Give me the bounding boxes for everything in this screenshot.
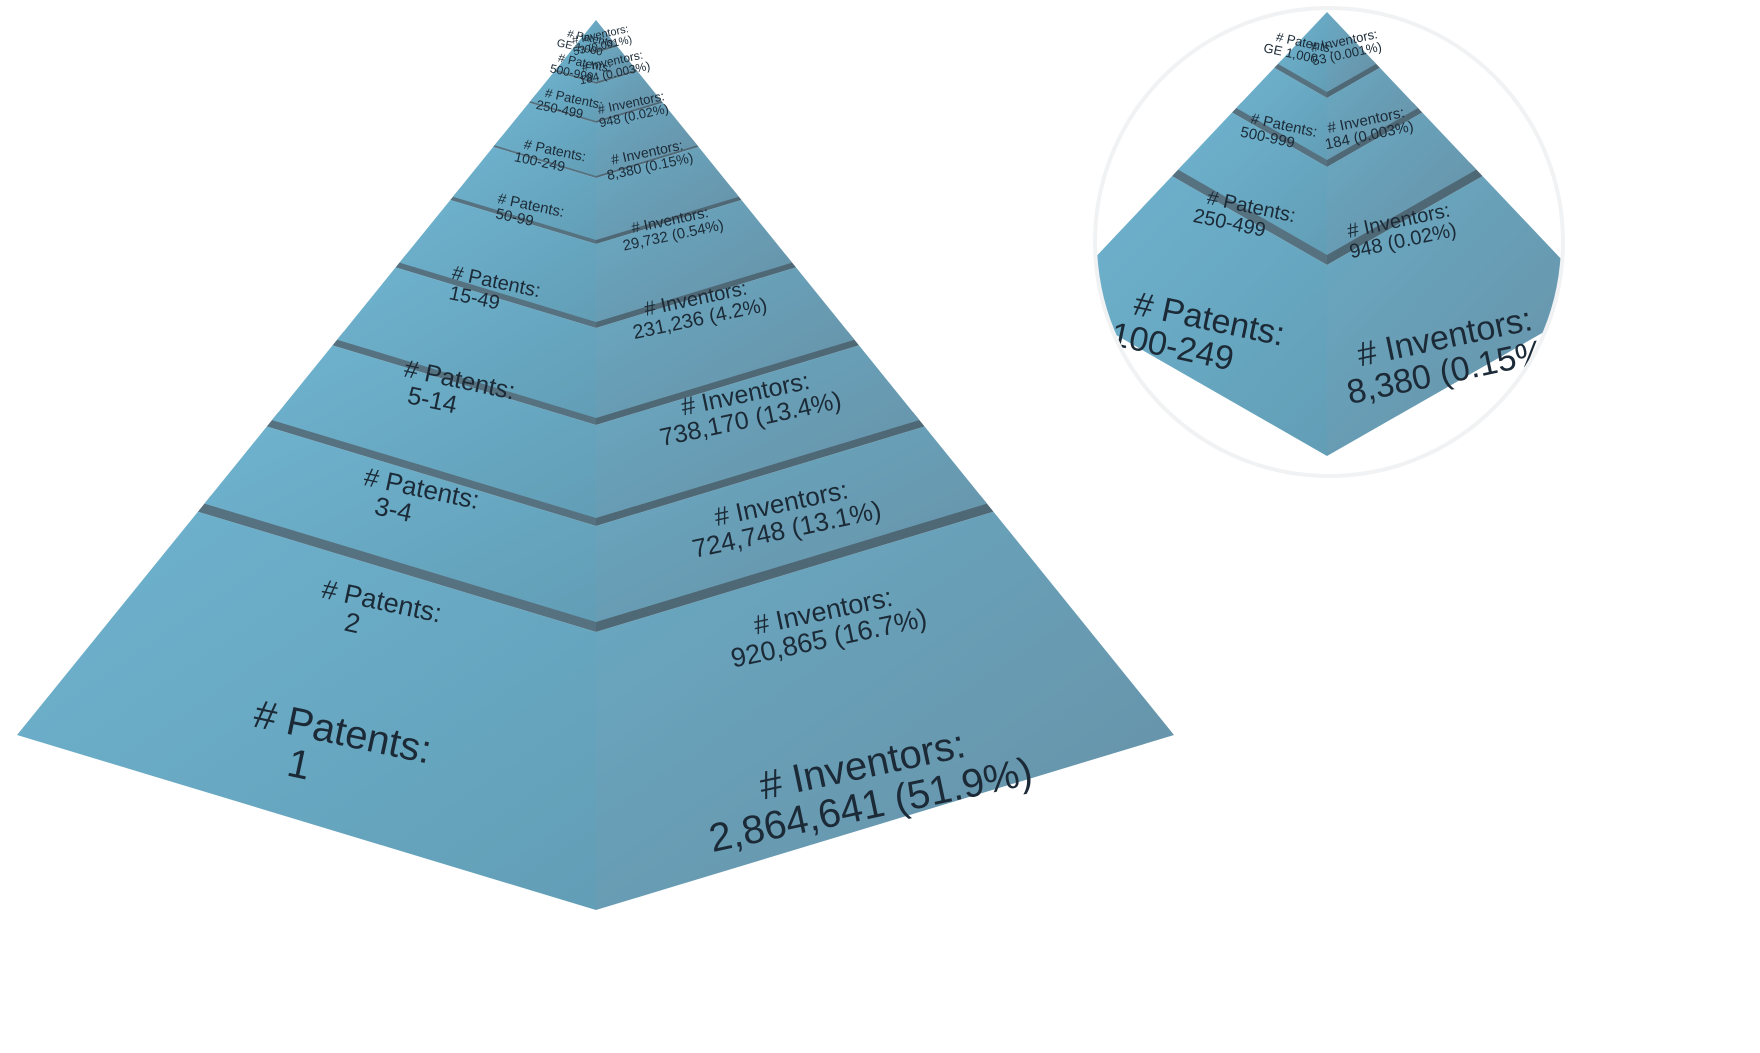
- patents-range: 2: [342, 607, 363, 639]
- tier-face-left: [1178, 112, 1327, 255]
- tier-face-right: [596, 426, 987, 622]
- tier-face-right: [1327, 176, 1561, 456]
- tier-face-right: [1327, 12, 1377, 92]
- tier-separator-left: [1274, 60, 1327, 98]
- main-pyramid: # Patents:1 # Inventors:2,864,641 (51.9%)…: [17, 20, 1174, 910]
- tier-face-left: [272, 345, 596, 518]
- tier-face-left: [575, 20, 596, 51]
- tier-face-right: [596, 20, 617, 51]
- tier-face-left: [452, 146, 596, 240]
- tier-separator-left: [1172, 163, 1327, 265]
- pyramid-tier-3: # Patents:3-4 # Inventors:724,748 (13.1%): [272, 331, 920, 564]
- pyramid-tier-10: # Patents:GE 1,000# Inventors:53 (0.001%…: [556, 20, 633, 59]
- pyramid-tier-9: # Patents:500-999# Inventors:184 (0.003%…: [1236, 60, 1418, 160]
- tier-face-right: [1327, 112, 1477, 255]
- pyramid-tier-1: # Patents:1 # Inventors:2,864,641 (51.9%): [17, 495, 1174, 910]
- tier-face-left: [204, 426, 596, 622]
- tier-separator-right: [1327, 163, 1483, 265]
- tier-face-left: [337, 267, 596, 418]
- tier-separator-right: [1327, 60, 1380, 98]
- tier-face-right: [596, 345, 920, 518]
- tier-face-left: [399, 200, 596, 322]
- tier-face-right: [596, 200, 793, 322]
- pyramid-tier-10: # Patents:GE 1,000# Inventors:53 (0.001%…: [1262, 12, 1383, 92]
- tier-face-left: [1236, 67, 1327, 160]
- tier-face-right: [596, 511, 1174, 910]
- inventors-label: # Inventors:724,748 (13.1%): [684, 469, 884, 564]
- tier-face-right: [596, 46, 637, 82]
- pyramid-tier-7: # Patents:100-249 # Inventors:8,380 (0.15…: [1097, 163, 1561, 456]
- tier-face-right: [596, 146, 739, 240]
- tier-face-left: [530, 71, 596, 121]
- tier-face-right: [596, 71, 662, 121]
- tier-face-left: [17, 511, 596, 910]
- tier-face-left: [555, 46, 596, 82]
- tier-face-right: [596, 102, 698, 176]
- tier-face-left: [494, 102, 596, 176]
- tier-face-right: [596, 267, 855, 418]
- pyramid-tier-6: # Patents:50-99 # Inventors:29,732 (0.54%…: [452, 137, 739, 255]
- patents-label: # Patents:500-999: [549, 49, 613, 87]
- tier-face-left: [1097, 176, 1327, 456]
- tier-face-left: [1278, 12, 1327, 92]
- tier-face-right: [1327, 67, 1418, 160]
- pyramid-tier-8: # Patents:250-499 # Inventors:948 (0.02%): [530, 64, 670, 130]
- zoom-inset: # Patents:100-249 # Inventors:8,380 (0.15…: [1093, 6, 1565, 478]
